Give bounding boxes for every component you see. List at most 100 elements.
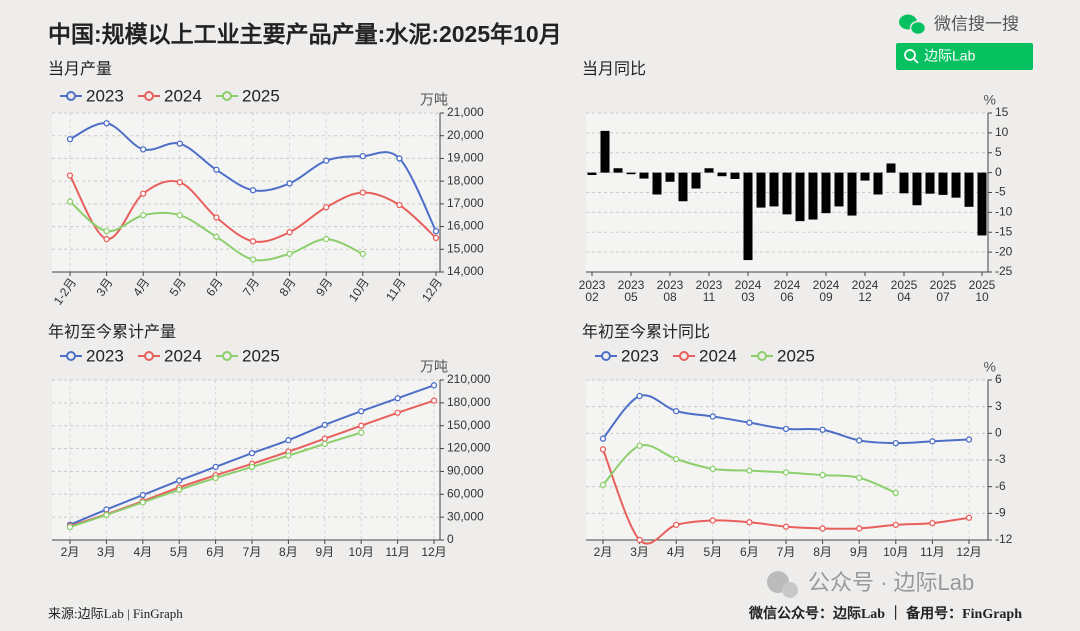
- chart-subtitle: 年初至今累计同比: [582, 323, 710, 341]
- x-tick-label: 03: [741, 290, 755, 304]
- point: [892, 521, 899, 529]
- bar: [639, 172, 649, 179]
- x-tick-label: 9月: [315, 545, 334, 559]
- watermark: 公众号 · 边际Lab: [808, 570, 974, 595]
- point: [782, 469, 790, 476]
- search-button-label: 边际Lab: [924, 48, 976, 64]
- point: [249, 256, 257, 263]
- legend-swatch: [66, 91, 76, 101]
- legend-label: 2023: [86, 86, 124, 105]
- x-tick-label: 5月: [170, 545, 189, 559]
- search-button[interactable]: [896, 43, 1033, 70]
- point: [599, 446, 607, 453]
- legend-swatch: [222, 351, 232, 361]
- x-tick-label: 07: [936, 290, 950, 304]
- y-tick-label: -5: [995, 185, 1006, 199]
- point: [746, 467, 753, 474]
- legend-swatch: [144, 351, 154, 361]
- point: [892, 489, 899, 497]
- bar: [860, 172, 870, 181]
- x-tick-label: 2月: [61, 545, 80, 559]
- point: [673, 521, 680, 529]
- x-tick-label: 3月: [97, 545, 116, 559]
- x-tick-label: 9月: [850, 545, 869, 559]
- point: [929, 438, 936, 445]
- bar: [626, 172, 636, 175]
- point: [599, 435, 607, 442]
- point: [819, 525, 826, 532]
- point: [709, 517, 716, 524]
- point: [673, 455, 680, 463]
- y-axis-unit: %: [984, 359, 996, 375]
- point: [746, 519, 753, 526]
- y-tick-label: 0: [447, 532, 454, 546]
- bar: [613, 168, 623, 173]
- x-tick-label: 4月: [133, 545, 152, 559]
- point: [856, 437, 863, 444]
- point: [66, 172, 74, 179]
- y-tick-label: 15,000: [447, 241, 484, 255]
- y-tick-label: 30,000: [447, 509, 484, 523]
- point: [103, 235, 110, 243]
- y-axis-unit: %: [984, 92, 996, 108]
- point: [286, 229, 293, 236]
- legend-swatch: [144, 91, 154, 101]
- bar: [938, 172, 948, 195]
- bar: [951, 172, 961, 198]
- y-tick-label: 150,000: [447, 418, 491, 432]
- source: 来源:边际Lab | FinGraph: [48, 606, 183, 621]
- bar: [743, 172, 753, 261]
- point: [599, 481, 607, 489]
- point: [213, 166, 220, 173]
- point: [782, 425, 790, 433]
- point: [323, 204, 330, 211]
- point: [358, 422, 365, 429]
- point: [66, 523, 74, 531]
- page-title: 中国:规模以上工业主要产品产量:水泥:2025年10月: [48, 21, 562, 47]
- bar: [808, 172, 818, 220]
- point: [321, 421, 328, 429]
- point: [432, 234, 440, 242]
- point: [709, 465, 716, 473]
- bar: [756, 172, 766, 208]
- y-tick-label: 0: [995, 165, 1002, 179]
- bar: [821, 172, 831, 214]
- y-tick-label: 20,000: [447, 128, 484, 142]
- legend-label: 2025: [777, 346, 815, 365]
- point: [892, 439, 899, 447]
- point: [965, 514, 973, 521]
- x-tick-label: 2月: [594, 545, 613, 559]
- point: [856, 525, 863, 532]
- legend-swatch: [601, 351, 611, 361]
- x-tick-label: 2025: [969, 278, 996, 292]
- point: [819, 426, 826, 433]
- point: [285, 437, 292, 444]
- point: [430, 397, 438, 404]
- y-tick-label: -15: [995, 224, 1013, 238]
- y-tick-label: 5: [995, 145, 1002, 159]
- x-tick-label: 10: [975, 290, 989, 304]
- plot-area: [52, 113, 440, 272]
- bar: [899, 172, 909, 194]
- x-tick-label: 12月: [421, 545, 446, 559]
- x-tick-label: 02: [585, 290, 599, 304]
- point: [965, 436, 973, 443]
- point: [103, 227, 110, 235]
- point: [286, 250, 293, 257]
- search-label: 微信搜一搜: [934, 14, 1019, 33]
- y-tick-label: -3: [995, 452, 1006, 466]
- x-tick-label: 2024: [852, 278, 879, 292]
- y-tick-label: -9: [995, 506, 1006, 520]
- bar: [886, 163, 896, 173]
- chart-subtitle: 当月同比: [582, 60, 646, 78]
- point: [856, 474, 863, 481]
- point: [358, 429, 365, 436]
- x-tick-label: 8月: [279, 545, 298, 559]
- point: [286, 180, 293, 187]
- point: [66, 135, 74, 143]
- point: [636, 392, 643, 400]
- y-axis-unit: 万吨: [420, 92, 448, 108]
- x-tick-label: 11: [703, 290, 716, 304]
- x-tick-label: 8月: [813, 545, 832, 559]
